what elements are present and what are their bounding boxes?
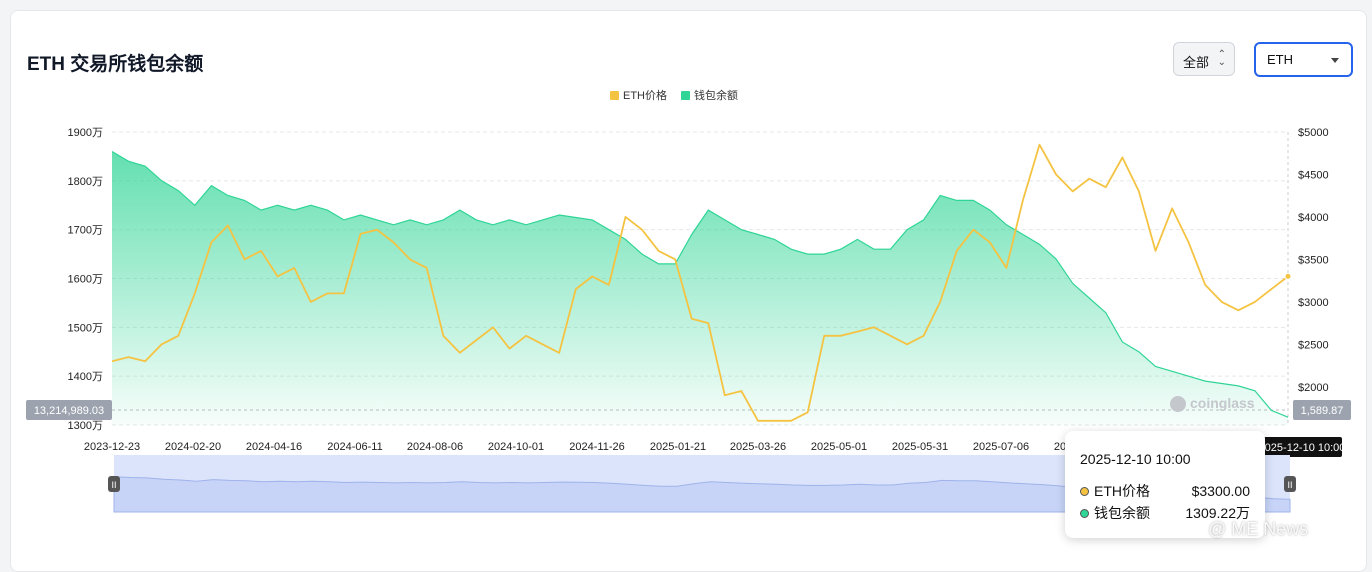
legend-item-balance[interactable]: 钱包余额 [681, 87, 738, 103]
x-tick-label: 2025-05-31 [892, 441, 948, 453]
y-left-tick-label: 1300万 [68, 420, 103, 432]
x-tick-label: 2023-12-23 [84, 441, 140, 453]
y-left-tick-label: 1700万 [68, 225, 103, 237]
price-swatch-icon [610, 90, 619, 100]
watermark: @ ME News [1208, 519, 1309, 539]
legend-balance-label: 钱包余额 [694, 90, 738, 102]
x-tick-label: 2025-05-01 [811, 441, 867, 453]
navigator-handle-left [108, 476, 120, 492]
chart-legend: ETH价格 钱包余额 [610, 87, 738, 103]
balance-swatch-icon [681, 90, 690, 100]
price-line [111, 143, 1289, 422]
x-tick-label: 2025-07-06 [973, 441, 1029, 453]
x-tick-label: 2025-03-26 [730, 441, 786, 453]
right-last-value-bg [1293, 400, 1351, 420]
price-end-dot [1284, 272, 1292, 280]
coinglass-logo: coinglass [1170, 395, 1255, 413]
chevron-down-icon [1331, 58, 1339, 63]
chart-plot: 1900万 1800万 1700万 1600万 1500万 1400万 1300万 $5000… [26, 127, 1351, 513]
navigator-handle-right [1284, 476, 1296, 492]
y-right-tick-label: $3000 [1298, 297, 1329, 309]
x-tick-label: 2024-06-11 [327, 441, 382, 453]
left-last-value-bg [26, 400, 112, 420]
coin-select-label: ETH [1267, 52, 1293, 67]
tooltip-date: 2025-12-10 10:00 [1080, 451, 1191, 467]
y-left-tick-label: 1500万 [68, 322, 103, 334]
x-tick-label: 2024-02-20 [165, 441, 221, 453]
y-right-tick-label: $4500 [1298, 169, 1329, 181]
x-crosshair-label: 2025-12-10 10:00 [1259, 442, 1346, 454]
y-right-tick-label: $4000 [1298, 212, 1329, 224]
balance-dot-icon [1080, 508, 1089, 518]
navigator-handle-left-grip: II [111, 480, 116, 490]
y-right-tick-label: $2500 [1298, 339, 1329, 351]
y-right-tick-label: $2000 [1298, 382, 1329, 394]
x-tick-label: 2024-11-26 [569, 441, 624, 453]
y-right-tick-label: $3500 [1298, 254, 1329, 266]
y-left-tick-label: 1900万 [68, 127, 103, 139]
y-left-tick-label: 1400万 [68, 371, 103, 383]
x-crosshair-label-bg [1262, 437, 1342, 457]
chart-tooltip: 2025-12-10 10:00 ETH价格 $3300.00 钱包余额 130… [1065, 431, 1265, 538]
tooltip-row-price: ETH价格 $3300.00 [1080, 481, 1250, 501]
balance-line [111, 150, 1289, 418]
tooltip-row-balance: 钱包余额 1309.22万 [1080, 503, 1250, 523]
x-tick-label: 2025-01-21 [650, 441, 706, 453]
x-tick-label: 2024-10-01 [488, 441, 544, 453]
y-left-tick-label: 1800万 [68, 176, 103, 188]
page-title: ETH 交易所钱包余额 [27, 54, 204, 75]
range-filter-label: 全部 [1183, 55, 1210, 70]
y-left-tick-label: 1600万 [68, 274, 103, 286]
range-filter-select[interactable]: 全部 ⌃ ⌄ [1173, 42, 1235, 76]
balance-area [112, 151, 1288, 425]
x-tick-label: 2024-04-16 [246, 441, 302, 453]
legend-price-label: ETH价格 [623, 90, 667, 102]
x-tick-label: 2024-08-06 [407, 441, 463, 453]
left-last-value: 13,214,989.03 [34, 405, 104, 417]
navigator-handle-right-grip: II [1287, 480, 1292, 490]
coin-select[interactable]: ETH [1254, 42, 1353, 77]
right-last-value: 1,589.87 [1301, 405, 1344, 417]
coinglass-logo-icon [1170, 396, 1186, 413]
y-right-tick-label: $5000 [1298, 127, 1329, 139]
legend-item-price[interactable]: ETH价格 [610, 87, 667, 103]
price-dot-icon [1080, 486, 1089, 496]
sort-chevron-icon: ⌃ ⌄ [1217, 49, 1226, 68]
